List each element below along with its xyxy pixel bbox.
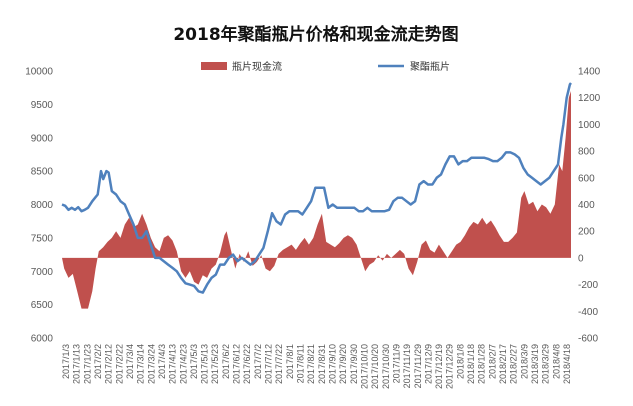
y-left-tick-label: 7500 — [31, 233, 54, 244]
x-tick-label: 2017/5/13 — [200, 344, 210, 384]
y-axis-right: -600 -400 -200 0 200 400 600 800 1000 1200 1400 — [578, 67, 601, 345]
x-tick-label: 2018/2/27 — [509, 344, 519, 384]
y-right-tick-label: 600 — [578, 173, 595, 184]
y-right-tick-label: 400 — [578, 200, 595, 211]
x-tick-label: 2017/2/22 — [114, 344, 124, 384]
x-tick-label: 2017/6/12 — [232, 344, 242, 384]
x-tick-label: 2017/6/22 — [242, 344, 252, 384]
x-tick-label: 2018/1/8 — [455, 344, 465, 379]
y-right-tick-label: 0 — [578, 253, 584, 264]
x-tick-label: 2018/4/18 — [562, 344, 572, 384]
x-tick-label: 2018/3/29 — [541, 344, 551, 384]
x-tick-label: 2017/9/10 — [328, 344, 338, 384]
y-left-tick-label: 8500 — [31, 167, 54, 178]
x-tick-label: 2018/1/28 — [477, 344, 487, 384]
legend-label-cashflow: 瓶片现金流 — [232, 60, 282, 73]
y-left-tick-label: 9000 — [31, 133, 54, 144]
x-tick-label: 2017/7/12 — [264, 344, 274, 384]
legend-label-price: 聚酯瓶片 — [410, 60, 450, 73]
x-tick-label: 2017/5/3 — [189, 344, 199, 379]
x-tick-label: 2017/8/1 — [285, 344, 295, 379]
x-tick-label: 2017/1/23 — [82, 344, 92, 384]
chart-title: 2018年聚酯瓶片价格和现金流走势图 — [173, 24, 458, 45]
x-tick-label: 2017/7/22 — [274, 344, 284, 384]
x-tick-label: 2017/8/21 — [306, 344, 316, 384]
x-tick-label: 2017/11/29 — [413, 344, 423, 388]
x-tick-label: 2017/4/13 — [168, 344, 178, 384]
x-tick-label: 2018/3/19 — [530, 344, 540, 384]
x-tick-label: 2017/10/10 — [360, 344, 370, 389]
x-tick-label: 2017/10/30 — [381, 344, 391, 389]
x-tick-label: 2017/4/3 — [157, 344, 167, 379]
price-line — [61, 82, 572, 294]
y-left-tick-label: 9500 — [31, 100, 54, 111]
x-tick-label: 2018/3/9 — [519, 344, 529, 379]
x-tick-label: 2017/8/11 — [296, 344, 306, 383]
x-tick-label: 2017/11/9 — [391, 344, 401, 383]
legend-swatch-cashflow — [201, 62, 227, 70]
x-tick-label: 2017/12/19 — [434, 344, 444, 389]
x-tick-label: 2017/7/2 — [253, 344, 263, 379]
x-tick-label: 2017/1/3 — [61, 344, 71, 379]
y-left-tick-label: 10000 — [25, 67, 53, 78]
y-left-tick-label: 8000 — [31, 200, 54, 211]
y-left-tick-label: 6000 — [31, 334, 54, 345]
x-tick-label: 2017/1/13 — [72, 344, 82, 384]
x-tick-label: 2017/9/30 — [349, 344, 359, 384]
x-tick-label: 2017/11/19 — [402, 344, 412, 388]
x-tick-label: 2017/2/12 — [104, 344, 114, 384]
x-tick-label: 2017/3/24 — [146, 344, 156, 384]
y-right-tick-label: 800 — [578, 147, 595, 158]
x-tick-label: 2017/4/23 — [178, 344, 188, 384]
x-tick-label: 2017/12/29 — [445, 344, 455, 389]
y-right-tick-label: -600 — [578, 334, 598, 345]
plot-area — [61, 82, 572, 309]
x-tick-label: 2018/1/18 — [466, 344, 476, 384]
x-tick-label: 2017/8/31 — [317, 344, 327, 384]
x-tick-label: 2017/2/2 — [93, 344, 103, 379]
x-tick-label: 2017/9/20 — [338, 344, 348, 384]
y-left-tick-label: 7000 — [31, 267, 54, 278]
x-tick-label: 2017/12/9 — [423, 344, 433, 384]
x-tick-label: 2017/5/23 — [210, 344, 220, 384]
cashflow-area — [62, 91, 571, 309]
y-right-tick-label: 1200 — [578, 93, 601, 104]
x-tick-label: 2017/10/20 — [370, 344, 380, 389]
y-axis-left: 6000 6500 7000 7500 8000 8500 9000 9500 10000 — [25, 67, 53, 345]
x-axis: 2017/1/3 2017/1/13 2017/1/23 2017/2/2 2017/2… — [61, 344, 572, 389]
y-right-tick-label: 1400 — [578, 67, 601, 78]
legend: 瓶片现金流 聚酯瓶片 — [201, 60, 450, 73]
y-right-tick-label: 1000 — [578, 120, 601, 131]
x-tick-label: 2017/3/14 — [136, 344, 146, 384]
x-tick-label: 2018/2/7 — [487, 344, 497, 379]
y-left-tick-label: 6500 — [31, 300, 54, 311]
y-right-tick-label: -400 — [578, 307, 598, 318]
y-right-tick-label: 200 — [578, 227, 595, 238]
x-tick-label: 2018/4/8 — [551, 344, 561, 379]
x-tick-label: 2017/3/4 — [125, 344, 135, 379]
y-right-tick-label: -200 — [578, 280, 598, 291]
x-tick-label: 2017/6/2 — [221, 344, 231, 379]
x-tick-label: 2018/2/17 — [498, 344, 508, 384]
